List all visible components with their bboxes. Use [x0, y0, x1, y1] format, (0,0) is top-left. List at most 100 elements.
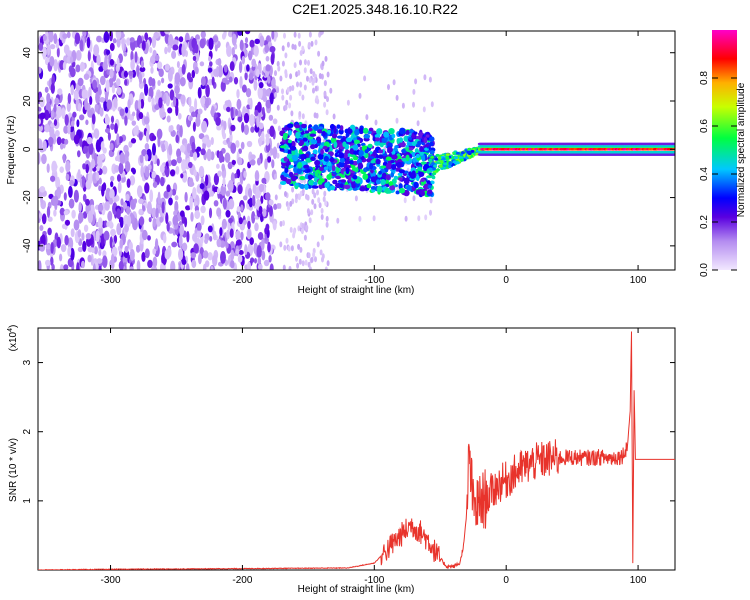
- spectrogram-noise-mark: [297, 194, 301, 201]
- spectrogram-noise-mark: [200, 215, 205, 226]
- spectrogram-noise-mark: [188, 181, 195, 187]
- spectrogram-cluster-mark: [430, 162, 435, 165]
- spectrogram-noise-mark: [96, 154, 103, 167]
- spectrogram-cluster-mark: [299, 139, 305, 146]
- spectrogram-noise-mark: [241, 84, 247, 93]
- spectrogram-noise-mark: [49, 56, 55, 67]
- spectrogram-noise-mark: [301, 94, 305, 101]
- y-tick-label: -40: [22, 238, 33, 253]
- spectrogram-noise-mark: [297, 32, 301, 39]
- spectrogram-noise-mark: [414, 78, 418, 85]
- spectrogram-noise-mark: [98, 177, 102, 185]
- spectrogram-noise-mark: [236, 205, 241, 213]
- spectrogram-noise-mark: [124, 115, 128, 126]
- spectrogram-noise-mark: [239, 39, 244, 51]
- spectrogram-cluster-mark: [406, 185, 412, 191]
- spectrogram-noise-mark: [199, 61, 205, 67]
- spectrogram-noise-mark: [277, 65, 281, 72]
- spectrogram-cluster-mark: [323, 155, 329, 162]
- spectrogram-y-label: Frequency (Hz): [6, 116, 17, 185]
- spectrogram-noise-mark: [246, 140, 253, 148]
- spectrogram-noise-mark: [105, 79, 110, 93]
- spectrogram-noise-mark: [262, 208, 267, 218]
- spectrogram-noise-mark: [223, 120, 227, 131]
- snr-x-label: Height of straight line (km): [298, 584, 415, 595]
- spectrogram-noise-mark: [53, 103, 57, 113]
- spectrogram-noise-mark: [195, 34, 200, 41]
- spectrogram-cluster-mark: [327, 161, 332, 167]
- spectrogram-noise-mark: [39, 243, 46, 252]
- spectrogram-noise-mark: [95, 91, 100, 104]
- spectrogram-noise-mark: [71, 209, 76, 219]
- spectrogram-noise-mark: [47, 227, 52, 236]
- spectrogram-cluster-mark: [303, 164, 310, 169]
- spectrogram-noise-mark: [130, 59, 135, 71]
- spectrogram-noise-mark: [67, 246, 72, 257]
- spectrogram-cluster-mark: [331, 133, 338, 139]
- spectrogram-cluster-mark: [295, 131, 301, 139]
- spectrogram-cluster-mark: [466, 150, 471, 154]
- spectrogram-cluster-mark: [309, 133, 317, 137]
- spectrogram-noise-mark: [200, 205, 206, 214]
- spectrogram-noise-mark: [179, 76, 186, 87]
- spectrogram-cluster-mark: [460, 151, 465, 155]
- spectrogram-noise-mark: [238, 148, 242, 154]
- spectrogram-cluster-mark: [435, 153, 440, 157]
- spectrogram-noise-mark: [258, 81, 264, 89]
- spectrogram-cluster-mark: [290, 140, 296, 148]
- spectrogram-cluster-mark: [374, 141, 381, 146]
- spectrogram-cluster-mark: [353, 150, 359, 155]
- spectrogram-noise-mark: [65, 160, 71, 173]
- spectrogram-cluster-mark: [388, 127, 395, 135]
- spectrogram-noise-mark: [173, 210, 178, 216]
- spectrogram-noise-mark: [56, 47, 60, 58]
- spectrogram-noise-mark: [39, 96, 45, 108]
- spectrogram-cluster-mark: [364, 149, 369, 154]
- spectrogram-cluster-mark: [420, 190, 426, 197]
- spectrogram-cluster-mark: [290, 175, 297, 182]
- spectrogram-noise-mark: [56, 136, 62, 146]
- spectrogram-noise-mark: [428, 76, 432, 83]
- spectrogram-cluster-mark: [284, 167, 289, 174]
- spectrogram-noise-mark: [63, 210, 69, 216]
- spectrogram-cluster-mark: [421, 142, 426, 146]
- spectrogram-noise-mark: [105, 49, 111, 55]
- spectrogram-noise-mark: [430, 101, 434, 108]
- spectrogram-noise-mark: [191, 69, 196, 79]
- spectrogram-cluster-mark: [443, 162, 448, 166]
- spectrogram-noise-mark: [308, 266, 312, 270]
- spectrogram-noise-mark: [140, 60, 145, 69]
- spectrogram-noise-mark: [303, 59, 307, 66]
- spectrogram-noise-mark: [178, 36, 184, 43]
- spectrogram-noise-mark: [46, 205, 51, 218]
- spectrogram-noise-mark: [124, 223, 129, 233]
- spectrogram-noise-mark: [196, 230, 202, 238]
- spectrogram-noise-mark: [311, 198, 315, 205]
- spectrogram-noise-mark: [240, 141, 245, 150]
- spectrogram-cluster-mark: [297, 161, 303, 169]
- spectrogram-cluster-mark: [283, 132, 289, 138]
- spectrogram-cluster-mark: [313, 181, 318, 186]
- spectrogram-noise-mark: [284, 104, 288, 111]
- spectrogram-noise-mark: [169, 124, 174, 132]
- spectrogram-noise-mark: [231, 33, 237, 46]
- spectrogram-cluster-mark: [438, 164, 443, 168]
- spectrogram-cluster-mark: [448, 162, 453, 166]
- spectrogram-cluster-mark: [382, 152, 388, 157]
- spectrogram-noise-mark: [275, 31, 279, 38]
- spectrogram-cluster-mark: [455, 151, 460, 155]
- spectrogram-noise-mark: [235, 108, 239, 117]
- spectrogram-noise-mark: [258, 122, 264, 130]
- spectrogram-cluster-mark: [340, 179, 347, 183]
- spectrogram-noise-mark: [88, 141, 94, 155]
- spectrogram-noise-mark: [136, 64, 140, 77]
- spectrogram-noise-mark: [257, 263, 263, 270]
- spectrogram-noise-mark: [250, 154, 256, 160]
- spectrogram-cluster-mark: [437, 156, 442, 160]
- spectrogram-noise-mark: [147, 95, 152, 103]
- spectrogram-cluster-mark: [345, 137, 353, 143]
- spectrogram-noise-mark: [45, 244, 52, 250]
- spectrogram-noise-mark: [403, 197, 407, 204]
- spectrogram-cluster-mark: [358, 127, 365, 135]
- spectrogram-noise-mark: [258, 183, 265, 193]
